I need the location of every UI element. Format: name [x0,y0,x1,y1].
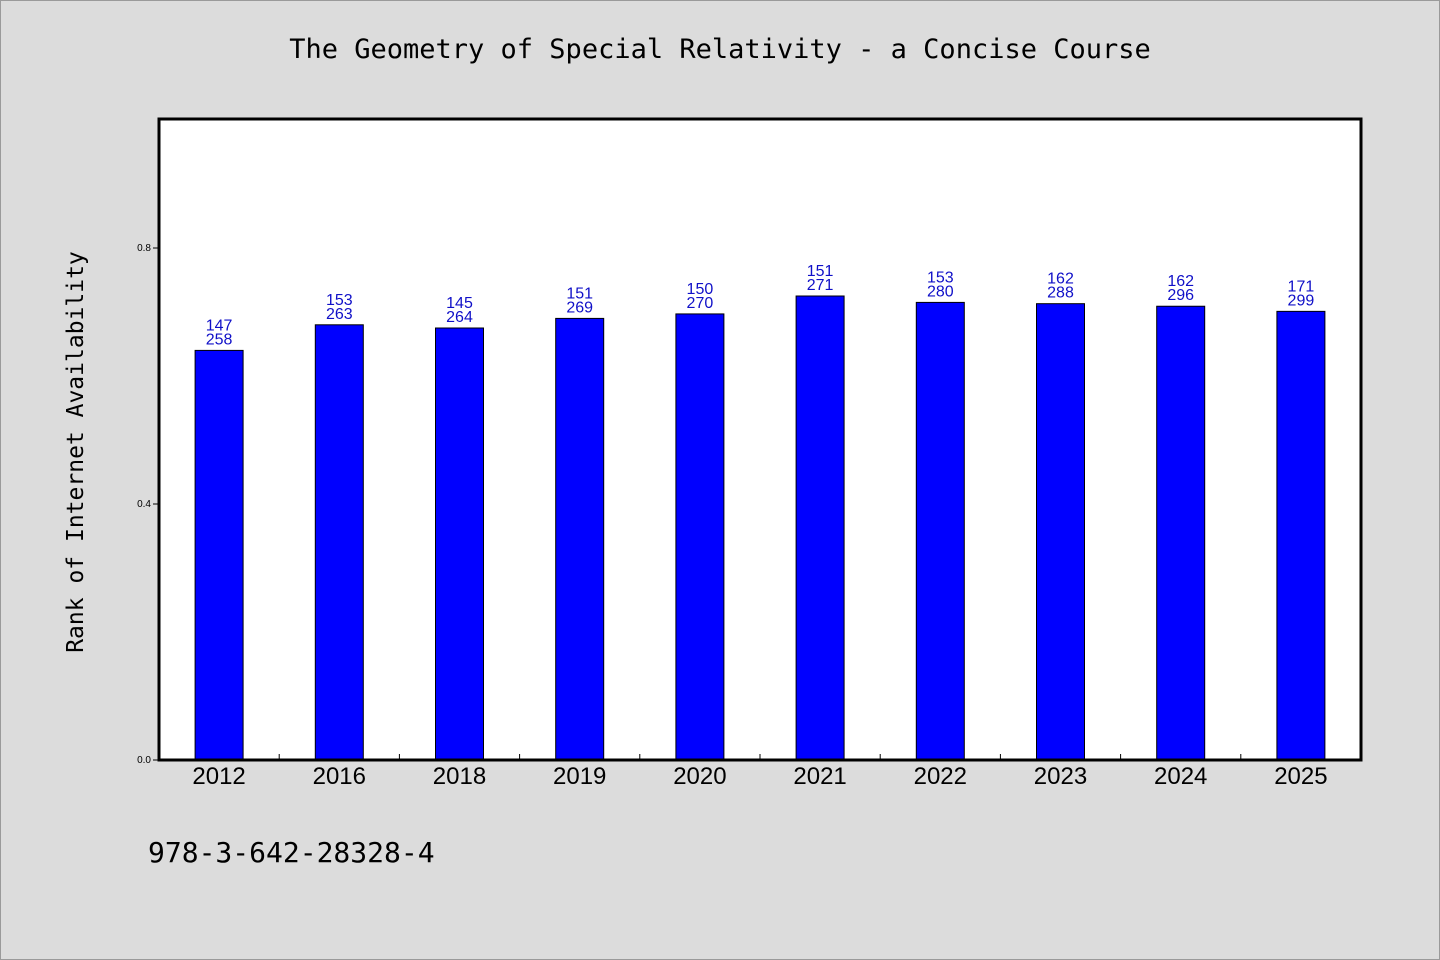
x-tick-label-2018: 2018 [433,763,486,790]
bar-label-bottom-2022: 280 [927,283,954,300]
bar-label-top-2020: 150 [687,281,714,298]
bar-label-bottom-2019: 269 [566,299,593,316]
x-tick-label-2021: 2021 [793,763,846,790]
bar-2025 [1276,310,1326,761]
x-tick-label-2012: 2012 [192,763,245,790]
x-tick-label-2023: 2023 [1034,763,1087,790]
bar-label-bottom-2016: 263 [326,306,353,323]
isbn-text: 978-3-642-28328-4 [148,836,435,869]
bar-label-top-2012: 147 [206,317,233,334]
bar-label-bottom-2018: 264 [446,309,473,326]
bar-2024 [1156,305,1206,761]
x-tick-label-2022: 2022 [914,763,967,790]
chart-title: The Geometry of Special Relativity - a C… [289,34,1151,65]
bar-2020 [675,313,725,761]
bar-label-bottom-2012: 258 [206,331,233,348]
bar-label-top-2025: 171 [1288,278,1315,295]
bar-label-bottom-2023: 288 [1047,285,1074,302]
x-tick-label-2019: 2019 [553,763,606,790]
bar-label-top-2019: 151 [566,285,593,302]
bar-2016 [314,324,364,761]
bar-label-top-2018: 145 [446,295,473,312]
bar-label-top-2016: 153 [326,292,353,309]
bar-2019 [555,317,605,761]
bar-2023 [1036,303,1085,761]
bar-label-bottom-2021: 271 [807,277,834,294]
x-tick-label-2024: 2024 [1154,763,1207,790]
bar-label-top-2021: 151 [807,263,834,280]
x-tick-label-2025: 2025 [1274,763,1327,790]
x-tick-label-2020: 2020 [673,763,726,790]
y-tick-label-0.8: 0.8 [137,243,151,254]
bar-label-bottom-2025: 299 [1288,292,1315,309]
bar-2022 [915,301,965,761]
y-tick-label-0.4: 0.4 [137,499,151,510]
bar-label-top-2022: 153 [927,269,954,286]
bar-2012 [194,349,244,761]
bar-label-bottom-2020: 270 [687,295,714,312]
bar-label-top-2024: 162 [1167,273,1194,290]
bar-2018 [435,327,484,761]
x-tick-label-2016: 2016 [313,763,366,790]
bar-label-top-2023: 162 [1047,271,1074,288]
y-tick-label-0.0: 0.0 [137,755,151,766]
bar-label-bottom-2024: 296 [1167,287,1194,304]
plot-border [157,117,1363,762]
bar-2021 [795,295,845,761]
